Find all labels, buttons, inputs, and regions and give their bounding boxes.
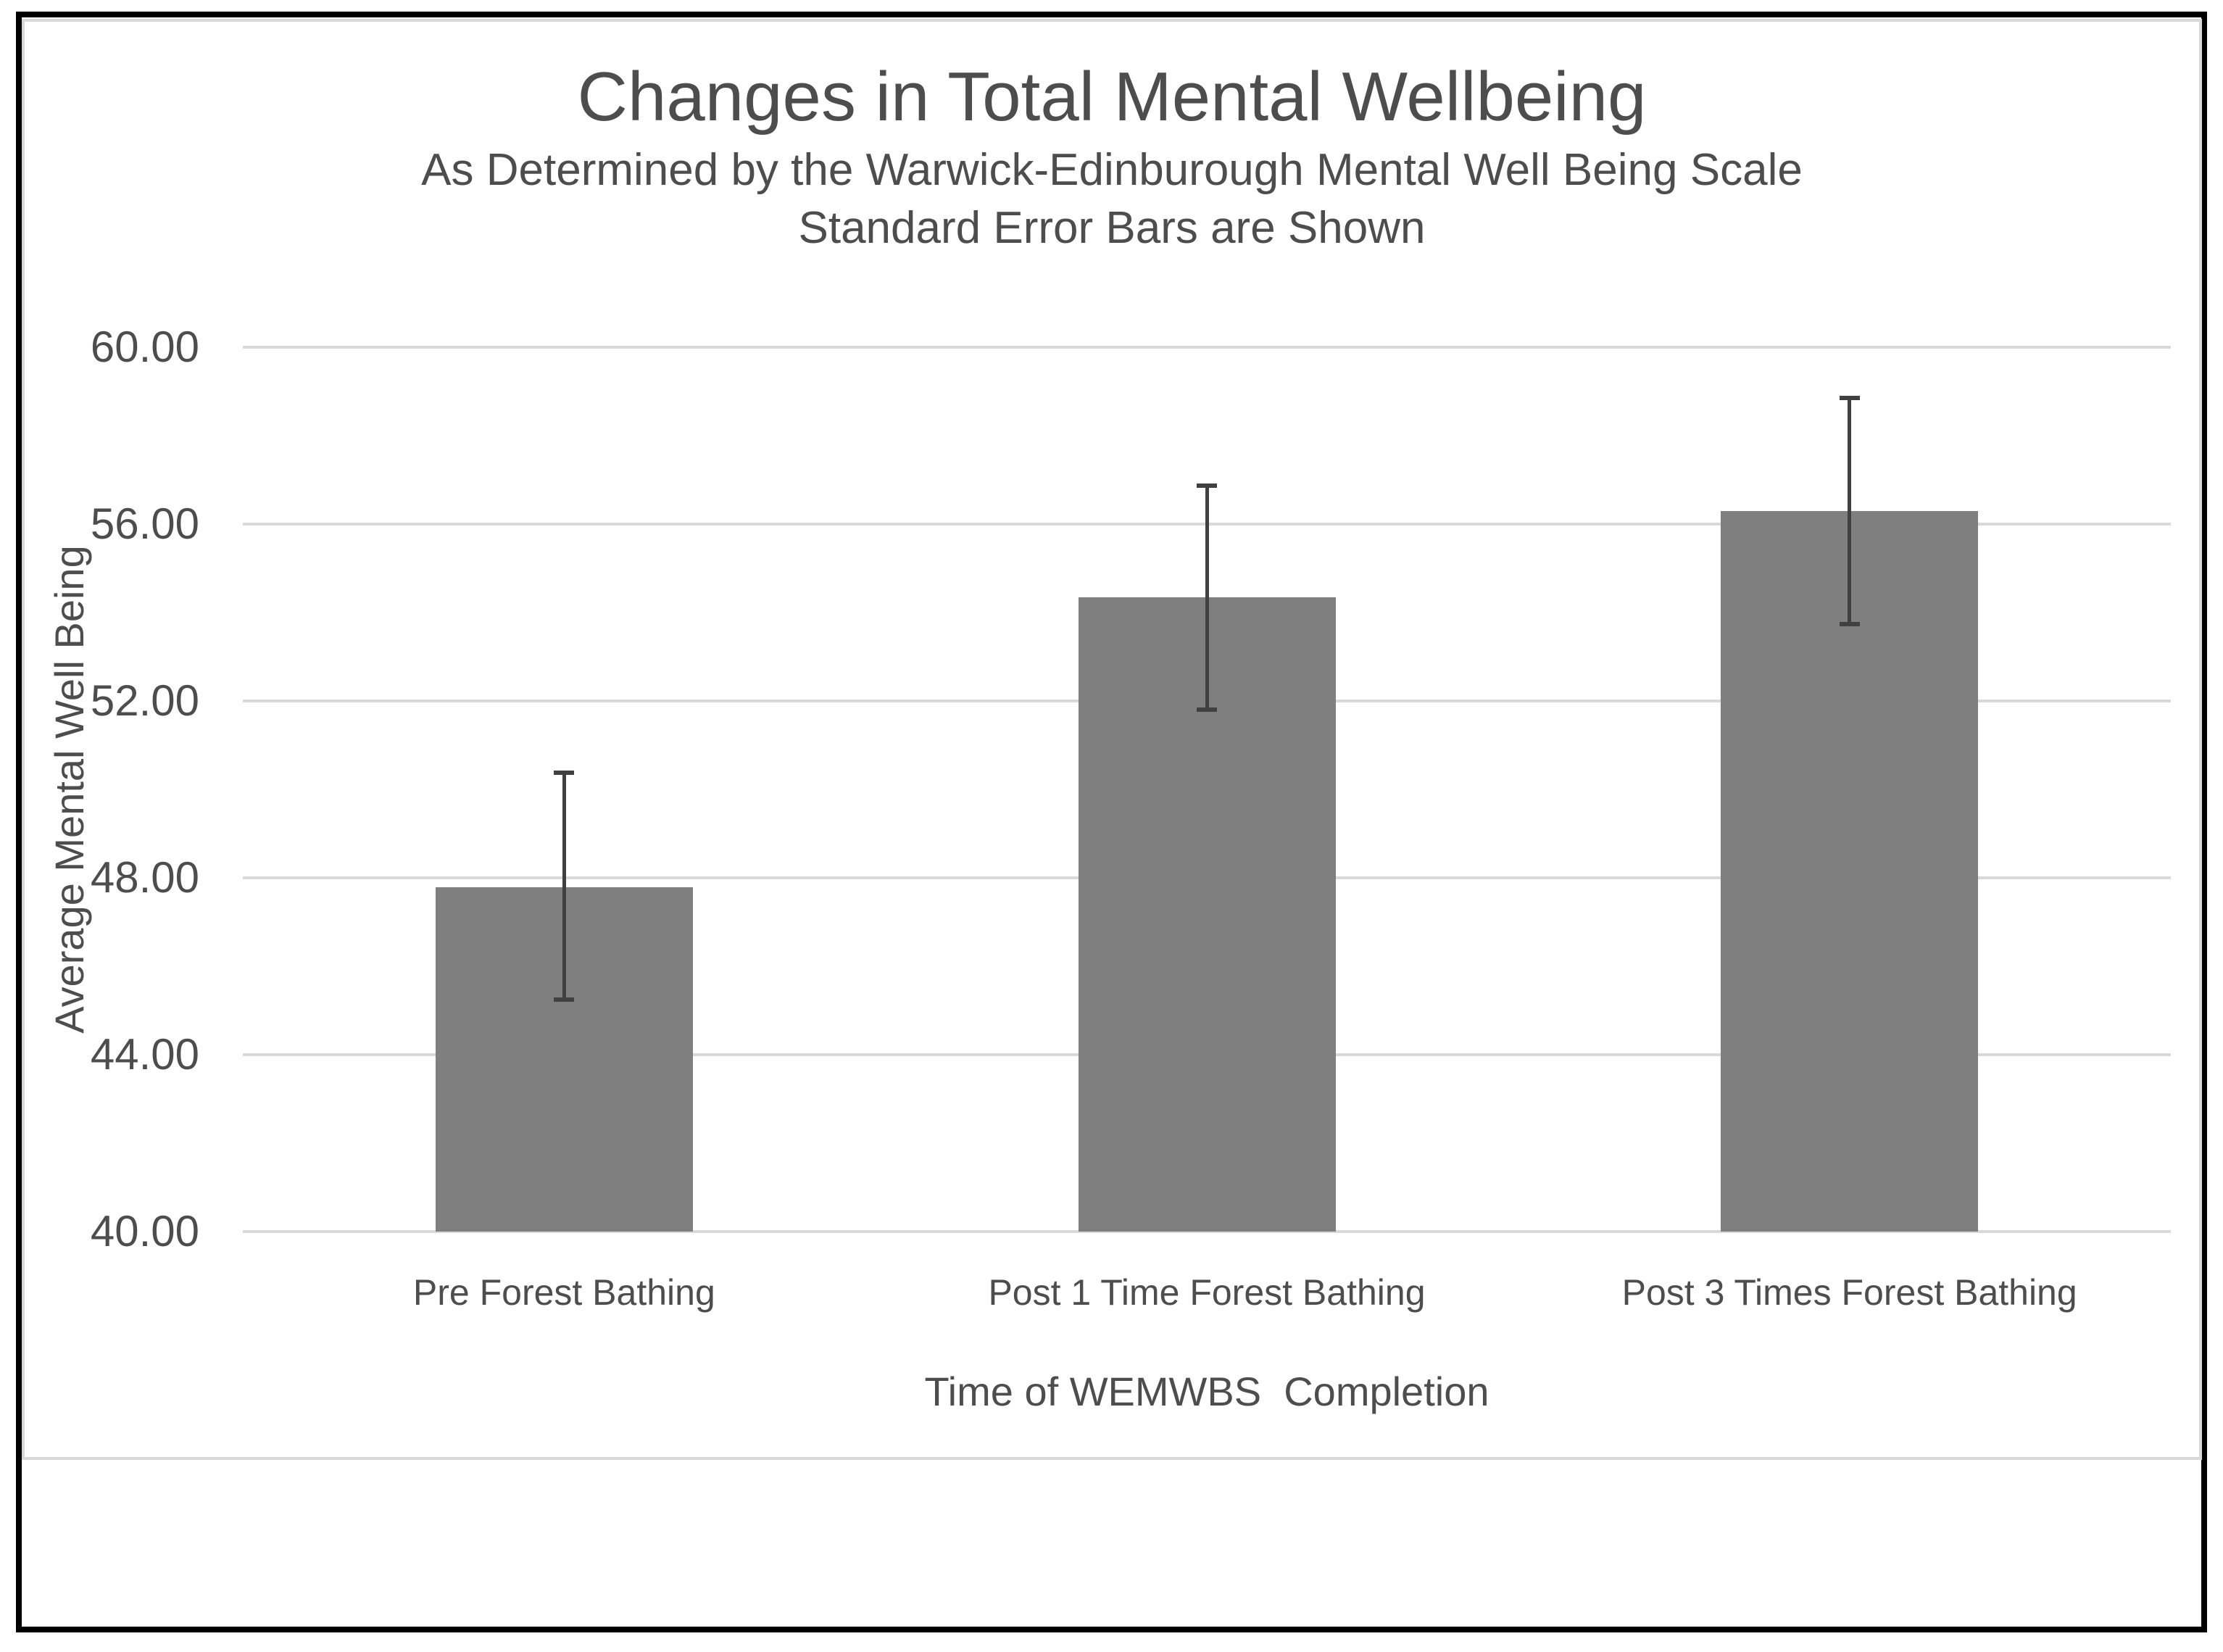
bar xyxy=(1721,510,1979,1232)
error-bar-line xyxy=(1205,485,1209,710)
x-axis-title: Time of WEMWBS Completion xyxy=(924,1369,1489,1414)
chart-subtitle-line2: Standard Error Bars are Shown xyxy=(798,203,1426,253)
chart-subtitle-line1: As Determined by the Warwick-Edinburough… xyxy=(421,145,1803,195)
category-label: Pre Forest Bathing xyxy=(412,1272,715,1313)
category-label: Post 1 Time Forest Bathing xyxy=(988,1272,1426,1313)
y-axis-title: Average Mental Well Being xyxy=(46,545,92,1034)
y-tick-label: 40.00 xyxy=(90,1207,199,1255)
error-bar-cap xyxy=(1197,707,1217,712)
error-bar-cap xyxy=(1839,622,1860,627)
category-label: Post 3 Times Forest Bathing xyxy=(1621,1272,2077,1313)
error-bar-cap xyxy=(554,770,575,775)
error-bar-cap xyxy=(1839,395,1860,400)
error-bar-cap xyxy=(1197,483,1217,488)
y-tick-label: 44.00 xyxy=(90,1030,199,1079)
error-bar-cap xyxy=(554,997,575,1002)
y-tick-label: 52.00 xyxy=(90,676,199,725)
gridline xyxy=(243,346,2171,349)
error-bar-line xyxy=(1848,397,1852,625)
plot-area: Time of WEMWBS Completion 60.00 56.00 52.0… xyxy=(91,325,2171,1414)
gridline xyxy=(243,1230,2171,1233)
error-bar-line xyxy=(562,772,566,1000)
chart-title: Changes in Total Mental Wellbeing xyxy=(577,58,1647,136)
y-tick-label: 56.00 xyxy=(90,499,199,548)
y-tick-label: 60.00 xyxy=(90,323,199,371)
y-tick-label: 48.00 xyxy=(90,853,199,902)
